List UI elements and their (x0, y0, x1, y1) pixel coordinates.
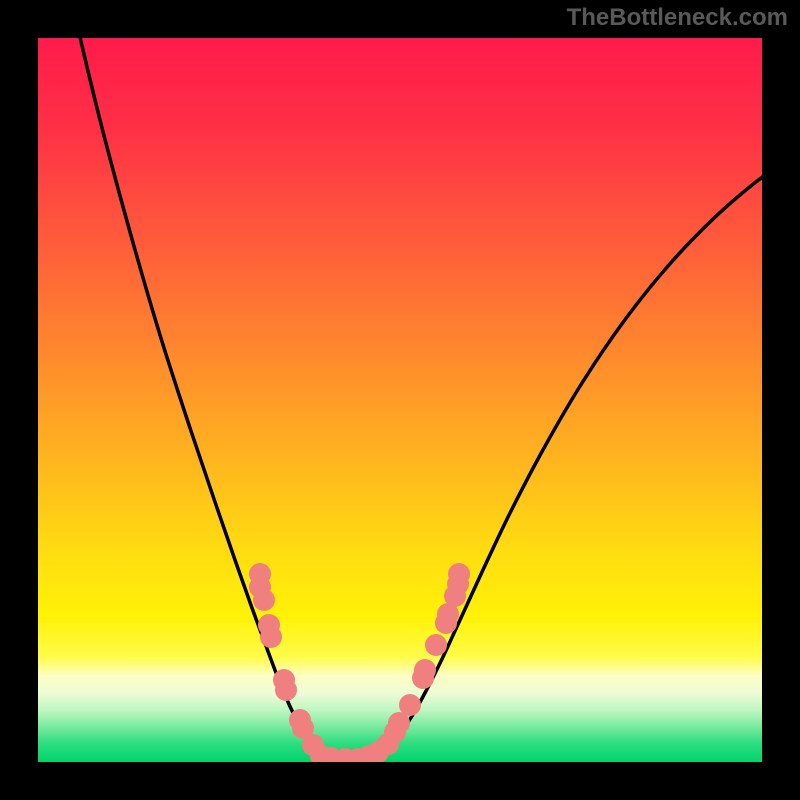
gradient-background (38, 38, 762, 762)
data-marker (275, 679, 297, 701)
data-marker (399, 694, 421, 716)
data-marker (260, 626, 282, 648)
bottleneck-chart (0, 0, 800, 800)
attribution-text: TheBottleneck.com (567, 4, 788, 32)
chart-frame: TheBottleneck.com (0, 0, 800, 800)
data-marker (414, 659, 436, 681)
data-marker (253, 589, 275, 611)
data-marker (425, 634, 447, 656)
data-marker (448, 563, 470, 585)
